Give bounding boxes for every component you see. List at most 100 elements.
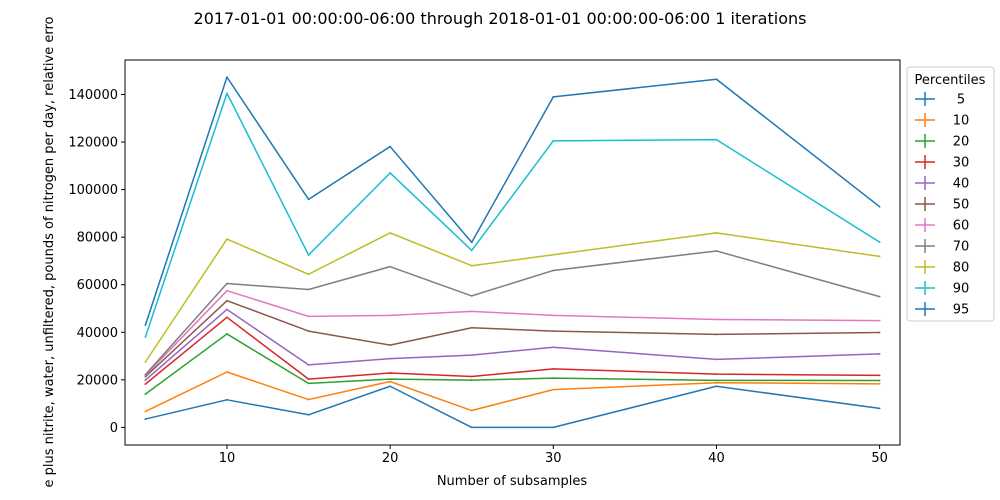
legend-item-10: 10 <box>915 113 969 129</box>
data-point <box>715 231 718 234</box>
series-95 <box>144 76 881 327</box>
x-tick-label: 50 <box>871 451 888 466</box>
data-point <box>307 378 310 381</box>
y-tick-label: 80000 <box>77 231 118 246</box>
data-point <box>552 95 555 98</box>
series-40 <box>144 308 881 381</box>
data-point <box>226 308 228 311</box>
legend-label: 70 <box>953 240 970 255</box>
data-point <box>715 318 718 321</box>
data-point <box>878 382 881 385</box>
series-50 <box>144 299 881 378</box>
legend-item-90: 90 <box>915 281 969 297</box>
data-point <box>307 315 310 318</box>
data-point <box>389 172 392 174</box>
data-point <box>144 379 147 381</box>
data-point <box>878 319 881 322</box>
data-point <box>226 238 228 240</box>
data-point <box>226 333 228 335</box>
data-point <box>389 380 392 383</box>
data-point <box>470 379 473 381</box>
data-point <box>470 241 473 244</box>
data-point <box>144 375 147 378</box>
data-point <box>470 294 473 297</box>
data-point <box>715 333 718 336</box>
series-line-20 <box>144 333 880 395</box>
data-point <box>226 289 228 292</box>
data-point <box>878 407 881 410</box>
series-20 <box>144 333 881 396</box>
y-tick-label: 140000 <box>68 88 118 103</box>
legend-item-60: 60 <box>915 218 969 234</box>
legend: Percentiles 5 10 20 30 40 50 60 70 80 90 95 <box>906 66 995 322</box>
x-axis-label: Number of subsamples <box>437 474 588 489</box>
data-point <box>226 299 228 302</box>
x-tick-label: 20 <box>382 451 399 466</box>
series-line-90 <box>144 92 881 338</box>
data-point <box>715 385 718 388</box>
data-point <box>470 326 473 329</box>
data-point <box>470 375 473 378</box>
legend-label: 10 <box>953 114 970 129</box>
data-point <box>144 393 147 396</box>
legend-item-80: 80 <box>915 260 969 276</box>
data-point <box>307 330 310 332</box>
legend-label: 20 <box>953 135 970 150</box>
data-point <box>389 314 392 317</box>
y-tick-label: 60000 <box>77 278 118 293</box>
y-tick-label: 0 <box>110 421 118 436</box>
data-point <box>226 76 228 79</box>
data-point <box>878 205 881 208</box>
y-tick-label: 20000 <box>77 373 118 388</box>
data-point <box>878 331 881 334</box>
legend-item-70: 70 <box>915 239 969 255</box>
data-point <box>552 269 555 272</box>
legend-label: 30 <box>953 156 970 171</box>
data-point <box>226 398 228 401</box>
data-point <box>226 92 228 95</box>
series-line-10 <box>145 371 880 413</box>
data-point <box>307 398 310 401</box>
data-point <box>307 288 310 291</box>
series-line-60 <box>144 289 880 376</box>
legend-label: 60 <box>953 219 970 234</box>
data-point <box>715 373 718 376</box>
data-point <box>552 330 555 332</box>
x-tick-label: 10 <box>219 451 236 466</box>
data-point <box>470 310 473 313</box>
legend-item-40: 40 <box>915 176 969 192</box>
legend-label: 40 <box>953 177 970 192</box>
data-point <box>878 379 881 382</box>
legend-label: 95 <box>953 303 970 318</box>
plot-area-frame <box>124 59 901 446</box>
data-point <box>144 324 147 327</box>
data-point <box>389 385 392 388</box>
data-point <box>144 383 147 386</box>
data-point <box>144 373 147 376</box>
data-point <box>470 426 473 429</box>
data-point <box>389 344 392 347</box>
data-point <box>552 139 555 142</box>
legend-item-50: 50 <box>915 197 969 213</box>
data-point <box>878 353 881 355</box>
data-point <box>878 374 881 377</box>
legend-item-30: 30 <box>915 155 969 171</box>
data-point <box>144 418 147 420</box>
data-point <box>715 381 718 384</box>
y-tick-label: 100000 <box>68 183 118 198</box>
data-point <box>878 241 881 244</box>
data-point <box>307 198 310 201</box>
data-point <box>552 377 555 380</box>
x-tick-label: 30 <box>545 451 562 466</box>
legend-label: 80 <box>953 261 970 276</box>
series-30 <box>144 316 881 386</box>
data-point <box>307 363 310 366</box>
chart-title: 2017-01-01 00:00:00-06:00 through 2018-0… <box>194 9 807 28</box>
data-point <box>470 264 473 267</box>
data-point <box>470 249 473 252</box>
data-point <box>389 378 392 381</box>
data-point <box>389 145 392 148</box>
data-point <box>552 253 555 256</box>
data-point <box>307 273 310 276</box>
